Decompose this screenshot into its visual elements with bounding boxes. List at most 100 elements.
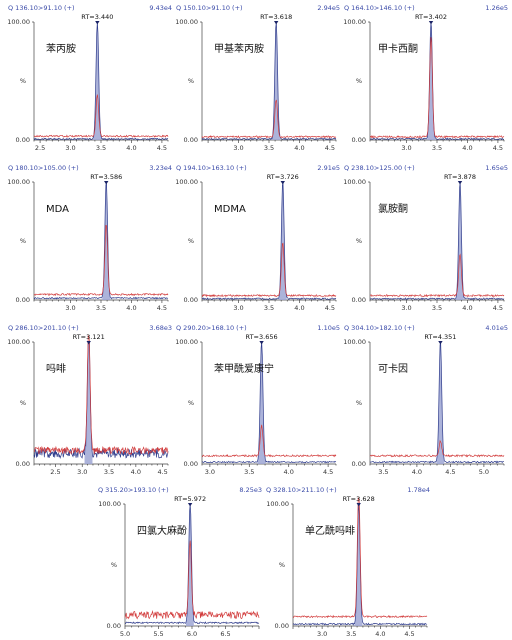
y-max-label: 100.00 xyxy=(175,338,198,346)
y-unit-label: % xyxy=(356,237,362,245)
compound-name: 四氯大麻酚 xyxy=(137,524,187,537)
x-tick-label: 3.0 xyxy=(65,304,75,312)
apex-marker xyxy=(356,503,361,507)
y-unit-label: % xyxy=(279,561,285,569)
y-max-label: 100.00 xyxy=(98,500,121,508)
retention-time-label: RT=3.726 xyxy=(267,173,299,181)
apex-marker xyxy=(104,181,109,185)
y-max-label: 100.00 xyxy=(266,500,289,508)
y-min-label: 0.00 xyxy=(16,296,30,304)
x-tick-label: 6.5 xyxy=(220,630,230,638)
x-tick-label: 4.5 xyxy=(157,144,167,152)
apex-marker xyxy=(280,181,285,185)
y-max-label: 100.00 xyxy=(343,178,366,186)
qual-ion-trace xyxy=(201,242,337,298)
qual-ion-trace xyxy=(124,540,260,620)
x-tick-label: 3.5 xyxy=(96,304,106,312)
y-min-label: 0.00 xyxy=(275,622,289,630)
axis-lines xyxy=(201,22,336,141)
y-max-label: 100.00 xyxy=(7,338,30,346)
y-unit-label: % xyxy=(111,561,117,569)
qual-ion-trace xyxy=(292,496,428,619)
retention-time-label: RT=3.402 xyxy=(415,13,447,21)
chromatogram-panel: Q 315.20>193.10 (+) 8.25e3 100.00% 0.005.0 5… xyxy=(98,486,262,638)
x-tick-label: 3.0 xyxy=(233,304,243,312)
x-tick-label: 4.5 xyxy=(157,468,167,476)
y-max-label: 100.00 xyxy=(343,338,366,346)
y-unit-label: % xyxy=(20,399,26,407)
y-unit-label: % xyxy=(356,399,362,407)
intensity-label: 1.26e5 xyxy=(485,4,508,12)
compound-name: 单乙酰吗啡 xyxy=(305,524,355,537)
transition-label: Q 180.10>105.00 (+) xyxy=(8,164,79,172)
y-max-label: 100.00 xyxy=(175,18,198,26)
y-max-label: 100.00 xyxy=(7,18,30,26)
x-tick-label: 3.0 xyxy=(77,468,87,476)
y-min-label: 0.00 xyxy=(352,460,366,468)
retention-time-label: RT=3.618 xyxy=(260,13,292,21)
x-tick-label: 4.5 xyxy=(493,304,503,312)
compound-name: 甲卡西酮 xyxy=(378,42,418,55)
apex-marker xyxy=(187,503,193,507)
x-tick-label: 4.0 xyxy=(294,304,304,312)
chromatogram-panel: Q 164.10>146.10 (+) 1.26e5 100.00% 0.00 3.0 3… xyxy=(343,4,508,152)
transition-label: Q 164.10>146.10 (+) xyxy=(344,4,415,12)
transition-label: Q 328.10>211.10 (+) xyxy=(266,486,337,494)
quant-ion-trace xyxy=(369,341,505,464)
intensity-label: 3.68e3 xyxy=(149,324,172,332)
y-min-label: 0.00 xyxy=(184,460,198,468)
quant-ion-trace xyxy=(33,21,169,141)
chromatogram-panel: Q 180.10>105.00 (+) 3.23e4 100.00% 0.00 3.0 3… xyxy=(7,164,172,312)
chromatogram-panel: Q 136.10>91.10 (+) 9.43e4 100.00% 0.00 2.5 3.… xyxy=(7,4,172,152)
y-max-label: 100.00 xyxy=(7,178,30,186)
transition-label: Q 315.20>193.10 (+) xyxy=(98,486,169,494)
y-min-label: 0.00 xyxy=(184,136,198,144)
x-tick-label: 3.5 xyxy=(378,468,388,476)
chromatogram-panel: Q 286.10>201.10 (+) 3.68e3 100.00% 0.00 2.5 3… xyxy=(7,324,172,476)
apex-marker xyxy=(428,21,434,25)
intensity-label: 2.91e5 xyxy=(317,164,340,172)
x-tick-label: 3.0 xyxy=(401,304,411,312)
apex-marker xyxy=(457,181,463,185)
intensity-label: 3.23e4 xyxy=(149,164,172,172)
x-tick-label: 6.0 xyxy=(187,630,197,638)
y-min-label: 0.00 xyxy=(352,136,366,144)
qual-ion-trace xyxy=(33,94,169,138)
transition-label: Q 286.10>201.10 (+) xyxy=(8,324,79,332)
axis-lines xyxy=(201,342,336,465)
axis-lines xyxy=(369,182,504,301)
transition-label: Q 304.10>182.10 (+) xyxy=(344,324,415,332)
y-unit-label: % xyxy=(188,77,194,85)
retention-time-label: RT=3.121 xyxy=(73,333,105,341)
y-min-label: 0.00 xyxy=(107,622,121,630)
x-tick-label: 4.5 xyxy=(445,468,455,476)
y-unit-label: % xyxy=(356,77,362,85)
intensity-label: 1.10e5 xyxy=(317,324,340,332)
x-tick-label: 4.5 xyxy=(493,144,503,152)
x-tick-label: 3.0 xyxy=(65,144,75,152)
quant-ion-trace xyxy=(124,503,260,625)
y-unit-label: % xyxy=(188,399,194,407)
chromatogram-panel: Q 150.10>91.10 (+) 2.94e5 100.00% 0.00 3.0 3.… xyxy=(175,4,340,152)
retention-time-label: RT=5.972 xyxy=(174,495,206,503)
qual-ion-trace xyxy=(369,253,505,298)
y-max-label: 100.00 xyxy=(175,178,198,186)
y-unit-label: % xyxy=(20,77,26,85)
y-min-label: 0.00 xyxy=(184,296,198,304)
x-tick-label: 3.0 xyxy=(205,468,215,476)
x-tick-label: 5.0 xyxy=(120,630,130,638)
transition-label: Q 150.10>91.10 (+) xyxy=(176,4,243,12)
y-min-label: 0.00 xyxy=(352,296,366,304)
chromatogram-panel: Q 194.10>163.10 (+) 2.91e5 100.00% 0.00 3.0 3… xyxy=(175,164,340,312)
axis-lines xyxy=(33,342,168,465)
quant-ion-trace xyxy=(369,21,505,141)
qual-ion-trace xyxy=(369,37,505,139)
x-tick-label: 4.0 xyxy=(412,468,422,476)
qual-ion-trace xyxy=(201,424,337,458)
axis-lines xyxy=(33,182,168,301)
x-tick-label: 2.5 xyxy=(35,144,45,152)
y-unit-label: % xyxy=(188,237,194,245)
x-tick-label: 4.5 xyxy=(323,468,333,476)
x-tick-label: 4.0 xyxy=(126,304,136,312)
intensity-label: 2.94e5 xyxy=(317,4,340,12)
